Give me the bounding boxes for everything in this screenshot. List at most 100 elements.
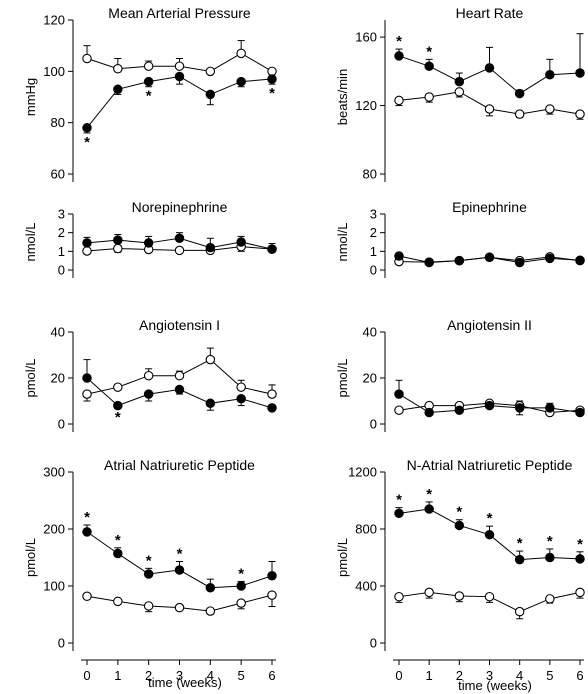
data-point-filled bbox=[424, 61, 434, 71]
x-tick-label: 1 bbox=[114, 668, 121, 683]
data-point-open bbox=[113, 64, 123, 74]
data-point-filled bbox=[394, 51, 404, 61]
data-point-filled bbox=[174, 384, 185, 395]
data-point-open bbox=[113, 596, 123, 607]
significance-star: * bbox=[487, 510, 493, 527]
panel-title: N-Atrial Natriuretic Peptide bbox=[407, 457, 573, 473]
y-tick-label: 120 bbox=[355, 98, 377, 113]
significance-star: * bbox=[146, 88, 152, 105]
y-tick-label: 2 bbox=[58, 225, 65, 240]
data-point-open bbox=[424, 92, 434, 102]
x-tick-label: 0 bbox=[83, 668, 90, 683]
data-point-filled bbox=[454, 520, 465, 531]
y-tick-label: 120 bbox=[43, 13, 65, 28]
y-tick-label: 1200 bbox=[348, 465, 377, 480]
data-point-filled bbox=[174, 565, 185, 575]
x-tick-label: 3 bbox=[486, 668, 493, 683]
data-point-filled bbox=[82, 373, 92, 383]
panel-title: Mean Arterial Pressure bbox=[108, 5, 251, 21]
data-point-filled bbox=[514, 257, 525, 268]
x-tick-label: 2 bbox=[456, 668, 463, 683]
data-point-filled bbox=[545, 253, 555, 264]
y-tick-label: 400 bbox=[355, 579, 377, 594]
data-point-open bbox=[484, 104, 495, 114]
panel-8: 0 400 800 1200 0 1 2 3 4 5 6 N-Atrial Natriuretic P… bbox=[335, 457, 585, 683]
significance-star: * bbox=[396, 492, 402, 509]
y-tick-label: 0 bbox=[58, 263, 65, 278]
data-point-filled bbox=[484, 63, 495, 73]
data-point-filled bbox=[514, 554, 525, 565]
data-point-open bbox=[394, 591, 404, 602]
data-point-filled bbox=[143, 569, 154, 579]
data-point-filled bbox=[236, 237, 246, 247]
data-point-filled bbox=[454, 405, 465, 415]
panel-7: 0 100 200 300 0 1 2 3 4 5 6 Atrial Natriuretic Pept… bbox=[23, 457, 277, 683]
data-point-open bbox=[545, 594, 555, 604]
data-point-filled bbox=[236, 393, 246, 404]
panel-5: 0 20 40 Angiotensin I pmol/L * bbox=[23, 317, 277, 432]
significance-star: * bbox=[426, 43, 432, 60]
data-point-open bbox=[424, 587, 434, 598]
significance-star: * bbox=[426, 486, 432, 503]
data-point-filled bbox=[575, 255, 585, 266]
panel-title: Epinephrine bbox=[452, 199, 527, 215]
significance-star: * bbox=[396, 33, 402, 50]
data-point-filled bbox=[545, 70, 555, 80]
x-tick-label: 1 bbox=[426, 668, 433, 683]
data-point-filled bbox=[394, 508, 404, 519]
data-point-open bbox=[113, 243, 123, 254]
data-point-filled bbox=[143, 238, 154, 248]
panel-title: Heart Rate bbox=[456, 5, 524, 21]
x-tick-label: 4 bbox=[207, 668, 214, 683]
y-axis-label: pmol/L bbox=[335, 538, 350, 577]
y-tick-label: 40 bbox=[51, 325, 65, 340]
y-tick-label: 2 bbox=[370, 225, 377, 240]
y-axis-label: mmHg bbox=[23, 78, 38, 116]
y-tick-label: 20 bbox=[363, 371, 377, 386]
data-point-filled bbox=[484, 529, 495, 540]
y-tick-label: 40 bbox=[363, 325, 377, 340]
panel-6: 0 20 40 Angiotensin II pmol/L bbox=[335, 317, 585, 432]
data-point-filled bbox=[424, 504, 434, 514]
data-point-open bbox=[143, 61, 154, 71]
y-tick-label: 200 bbox=[43, 522, 65, 537]
x-tick-label: 6 bbox=[268, 668, 275, 683]
data-point-open bbox=[514, 606, 525, 617]
data-point-open bbox=[394, 405, 404, 415]
data-point-filled bbox=[113, 84, 123, 95]
data-point-filled bbox=[575, 68, 585, 78]
data-point-filled bbox=[424, 257, 434, 268]
y-axis-label: nmol/L bbox=[23, 222, 38, 261]
data-point-filled bbox=[205, 582, 216, 593]
data-point-filled bbox=[113, 235, 123, 245]
data-point-filled bbox=[205, 398, 216, 409]
significance-star: * bbox=[517, 535, 523, 552]
data-point-open bbox=[174, 61, 185, 71]
data-point-filled bbox=[143, 76, 154, 87]
data-point-filled bbox=[575, 554, 585, 564]
y-tick-label: 800 bbox=[355, 522, 377, 537]
data-point-open bbox=[82, 246, 92, 256]
x-tick-label: 0 bbox=[395, 668, 402, 683]
panel-title: Norepinephrine bbox=[132, 199, 228, 215]
data-point-open bbox=[236, 48, 246, 59]
data-point-open bbox=[484, 591, 495, 602]
data-point-filled bbox=[267, 244, 277, 254]
data-point-open bbox=[205, 354, 216, 365]
y-tick-label: 0 bbox=[370, 636, 377, 651]
y-tick-label: 0 bbox=[370, 263, 377, 278]
x-tick-label: 6 bbox=[576, 668, 583, 683]
data-point-open bbox=[545, 104, 555, 114]
data-point-open bbox=[267, 66, 277, 77]
x-tick-label: 2 bbox=[145, 668, 152, 683]
y-axis-label: pmol/L bbox=[23, 538, 38, 577]
x-tick-label: 5 bbox=[546, 668, 553, 683]
data-point-open bbox=[205, 66, 216, 77]
panel-1: 60 80 100 120 Mean Arterial Pressure mmHg * * * bbox=[23, 5, 277, 182]
data-point-open bbox=[454, 87, 465, 97]
data-point-filled bbox=[205, 89, 216, 100]
data-point-filled bbox=[236, 76, 246, 87]
panel-title: Angiotensin II bbox=[447, 317, 532, 333]
data-point-filled bbox=[575, 407, 585, 418]
